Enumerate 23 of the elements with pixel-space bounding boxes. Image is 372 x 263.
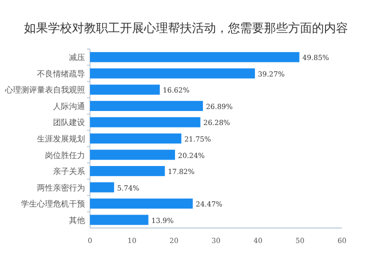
- bar: [90, 198, 193, 209]
- chart-title: 如果学校对教职工开展心理帮扶活动，您需要那些方面的内容: [24, 21, 348, 35]
- bar: [90, 68, 255, 78]
- y-tick-label: 减压: [69, 53, 85, 62]
- bar: [90, 133, 182, 144]
- y-tick-label: 生涯发展规划: [37, 134, 85, 144]
- y-tick-label: 学生心理危机干预: [21, 200, 85, 209]
- bar: [90, 84, 160, 95]
- y-tick-label: 两性亲密行为: [37, 183, 85, 192]
- y-tick-label: 亲子关系: [53, 167, 85, 176]
- y-tick-label: 其他: [69, 216, 85, 225]
- bar: [90, 100, 203, 111]
- y-tick-label: 心理测评量表自我观照: [4, 86, 85, 95]
- bar: [90, 150, 176, 160]
- y-tick-label: 不良情绪疏导: [37, 69, 85, 78]
- bar: [90, 166, 165, 176]
- y-tick-label: 团队建设: [53, 118, 85, 128]
- bar: [90, 214, 148, 225]
- bar: [90, 52, 300, 62]
- y-tick-label: 人际沟通: [53, 102, 85, 111]
- bar: [90, 117, 200, 128]
- y-tick-label: 岗位胜任力: [45, 150, 85, 160]
- bar: [90, 182, 114, 192]
